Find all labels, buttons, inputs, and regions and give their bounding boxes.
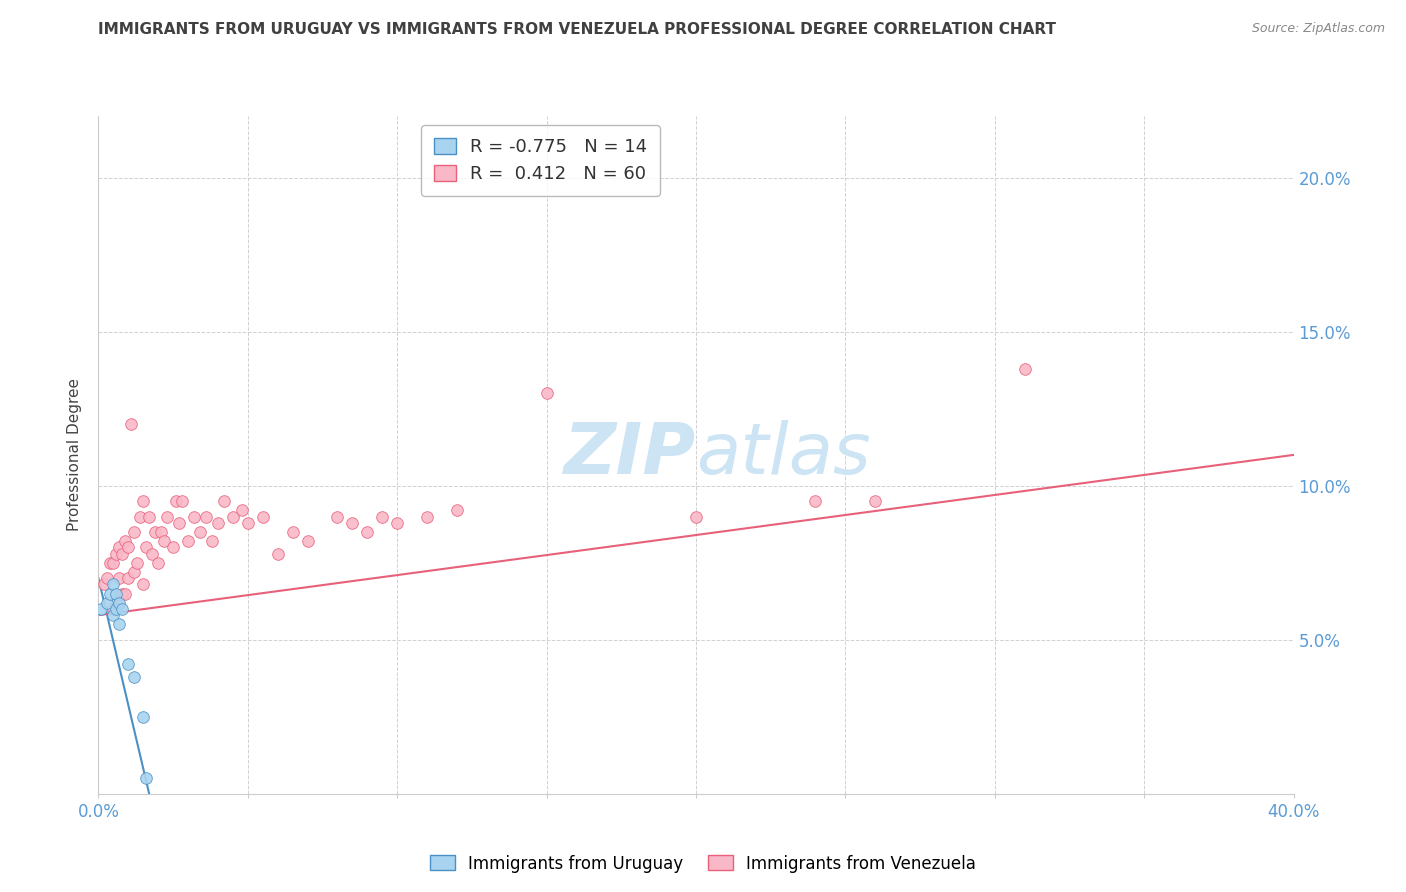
Point [212, 494, 235, 508]
Point [195, 509, 218, 524]
Point [105, 596, 128, 610]
Point [222, 509, 245, 524]
Point [135, 541, 157, 555]
Point [416, 509, 439, 524]
Point [103, 577, 125, 591]
Point [267, 547, 290, 561]
Point [108, 541, 131, 555]
Legend: R = -0.775   N = 14, R =  0.412   N = 60: R = -0.775 N = 14, R = 0.412 N = 60 [422, 125, 659, 196]
Text: IMMIGRANTS FROM URUGUAY VS IMMIGRANTS FROM VENEZUELA PROFESSIONAL DEGREE CORRELA: IMMIGRANTS FROM URUGUAY VS IMMIGRANTS FR… [98, 22, 1056, 37]
Text: Source: ZipAtlas.com: Source: ZipAtlas.com [1251, 22, 1385, 36]
Point [297, 534, 319, 549]
Point [120, 417, 142, 431]
Point [342, 516, 364, 530]
Point [105, 602, 128, 616]
Point [108, 571, 131, 585]
Point [127, 556, 149, 570]
Point [124, 524, 146, 539]
Point [183, 509, 205, 524]
Point [177, 534, 200, 549]
Point [446, 503, 468, 517]
Point [138, 509, 160, 524]
Point [371, 509, 394, 524]
Point [153, 534, 176, 549]
Text: atlas: atlas [696, 420, 870, 490]
Point [114, 586, 136, 600]
Point [100, 556, 122, 570]
Point [111, 547, 134, 561]
Point [103, 602, 125, 616]
Point [117, 541, 139, 555]
Point [105, 547, 128, 561]
Point [93, 577, 115, 591]
Point [141, 547, 163, 561]
Point [385, 516, 409, 530]
Point [103, 608, 125, 623]
Point [132, 577, 155, 591]
Point [132, 710, 155, 724]
Point [96, 596, 118, 610]
Point [150, 524, 173, 539]
Point [236, 516, 259, 530]
Point [135, 772, 157, 786]
Point [685, 509, 707, 524]
Point [207, 516, 229, 530]
Point [114, 534, 136, 549]
Point [124, 670, 146, 684]
Point [804, 494, 827, 508]
Point [172, 494, 194, 508]
Point [132, 494, 155, 508]
Point [162, 541, 184, 555]
Point [105, 586, 128, 600]
Point [167, 516, 190, 530]
Point [103, 556, 125, 570]
Point [129, 509, 152, 524]
Point [188, 524, 211, 539]
Point [117, 657, 139, 672]
Point [165, 494, 187, 508]
Point [143, 524, 166, 539]
Point [100, 586, 122, 600]
Y-axis label: Professional Degree: Professional Degree [67, 378, 83, 532]
Point [252, 509, 274, 524]
Point [281, 524, 304, 539]
Point [90, 602, 112, 616]
Point [117, 571, 139, 585]
Point [865, 494, 887, 508]
Point [148, 556, 170, 570]
Point [231, 503, 253, 517]
Point [536, 386, 558, 401]
Point [108, 596, 131, 610]
Point [1014, 361, 1036, 376]
Point [124, 565, 146, 579]
Text: ZIP: ZIP [564, 420, 696, 490]
Legend: Immigrants from Uruguay, Immigrants from Venezuela: Immigrants from Uruguay, Immigrants from… [423, 848, 983, 880]
Point [111, 602, 134, 616]
Point [326, 509, 349, 524]
Point [111, 586, 134, 600]
Point [201, 534, 224, 549]
Point [156, 509, 179, 524]
Point [356, 524, 378, 539]
Point [108, 617, 131, 632]
Point [96, 571, 118, 585]
